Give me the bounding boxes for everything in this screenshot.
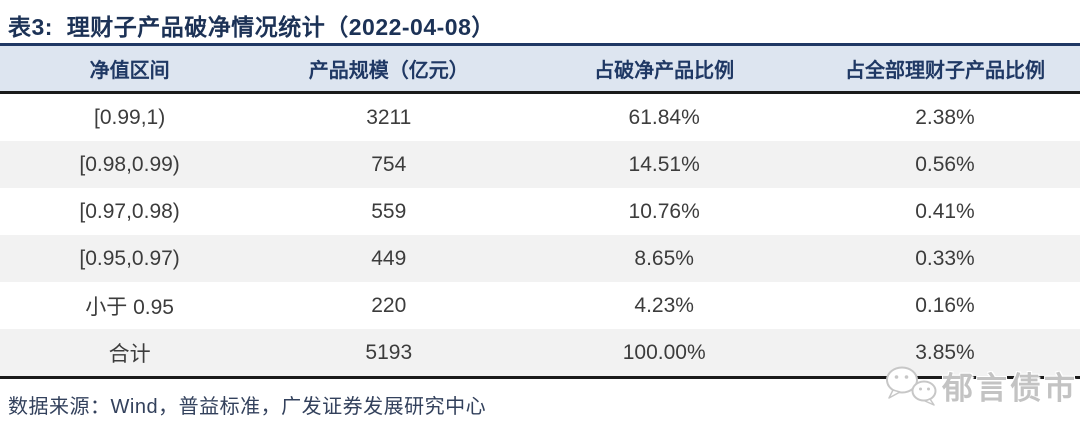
table-row: [0.95,0.97) 449 8.65% 0.33%	[0, 235, 1080, 282]
cell-range: 小于 0.95	[85, 295, 174, 319]
cell-scale: 3211	[366, 105, 412, 129]
cell-total-share: 2.38%	[915, 105, 975, 129]
cell-total-share: 3.85%	[915, 340, 975, 364]
column-header-net-value-range: 净值区间	[89, 60, 170, 82]
cell-total-share: 0.56%	[915, 152, 975, 176]
cell-range: 合计	[108, 342, 151, 366]
cell-broken-share: 100.00%	[622, 340, 706, 364]
stats-table: 净值区间 产品规模（亿元） 占破净产品比例 占全部理财子产品比例 [0.99,1…	[0, 43, 1080, 379]
cell-scale: 449	[371, 246, 407, 270]
column-header-share-of-all-products: 占全部理财子产品比例	[844, 60, 1045, 82]
cell-range: [0.99,1)	[93, 105, 166, 129]
cell-range: [0.97,0.98)	[79, 199, 180, 223]
table-row: [0.98,0.99) 754 14.51% 0.56%	[0, 141, 1080, 188]
cell-range: [0.98,0.99)	[79, 152, 180, 176]
cell-scale: 559	[371, 199, 407, 223]
watermark-text: 郁言债市	[942, 370, 1078, 406]
table-row: [0.99,1) 3211 61.84% 2.38%	[0, 94, 1080, 141]
data-source-note: 数据来源：Wind，普益标准，广发证券发展研究中心	[8, 396, 487, 418]
cell-scale: 5193	[365, 340, 413, 364]
cell-scale: 220	[371, 293, 407, 317]
column-header-share-of-broken-nav: 占破净产品比例	[594, 60, 735, 82]
cell-broken-share: 4.23%	[634, 293, 694, 317]
cell-broken-share: 8.65%	[634, 246, 694, 270]
column-header-product-scale: 产品规模（亿元）	[308, 60, 469, 82]
table-row: [0.97,0.98) 559 10.76% 0.41%	[0, 188, 1080, 235]
cell-total-share: 0.16%	[915, 293, 975, 317]
watermark: 郁言债市	[882, 362, 1078, 408]
cell-broken-share: 14.51%	[628, 152, 700, 176]
page-title: 表3: 理财子产品破净情况统计（2022-04-08）	[8, 14, 495, 40]
table-row-total: 合计 5193 100.00% 3.85%	[0, 329, 1080, 379]
table-header-row: 净值区间 产品规模（亿元） 占破净产品比例 占全部理财子产品比例	[0, 46, 1080, 94]
wechat-icon	[886, 366, 937, 406]
cell-scale: 754	[371, 152, 407, 176]
cell-total-share: 0.41%	[915, 199, 975, 223]
cell-total-share: 0.33%	[915, 246, 975, 270]
cell-broken-share: 61.84%	[628, 105, 700, 129]
cell-range: [0.95,0.97)	[79, 246, 180, 270]
table-row: 小于 0.95 220 4.23% 0.16%	[0, 282, 1080, 329]
cell-broken-share: 10.76%	[628, 199, 700, 223]
